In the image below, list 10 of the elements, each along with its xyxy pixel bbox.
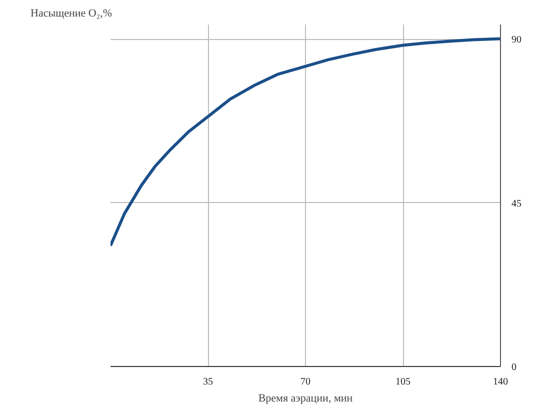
x-tick-label: 140 bbox=[493, 376, 508, 388]
y-axis-title: Насыщение O₂,% bbox=[30, 8, 112, 20]
x-tick-label: 35 bbox=[203, 376, 213, 388]
y-tick-label: 0 bbox=[512, 362, 516, 373]
y-tick-label: 90 bbox=[512, 34, 522, 46]
line-series bbox=[110, 37, 500, 248]
y-tick-label: 45 bbox=[512, 198, 522, 210]
x-tick-label: 105 bbox=[396, 376, 410, 388]
x-axis-title: Время аэрации, мин bbox=[258, 392, 353, 404]
x-tick-label: 70 bbox=[300, 376, 310, 388]
